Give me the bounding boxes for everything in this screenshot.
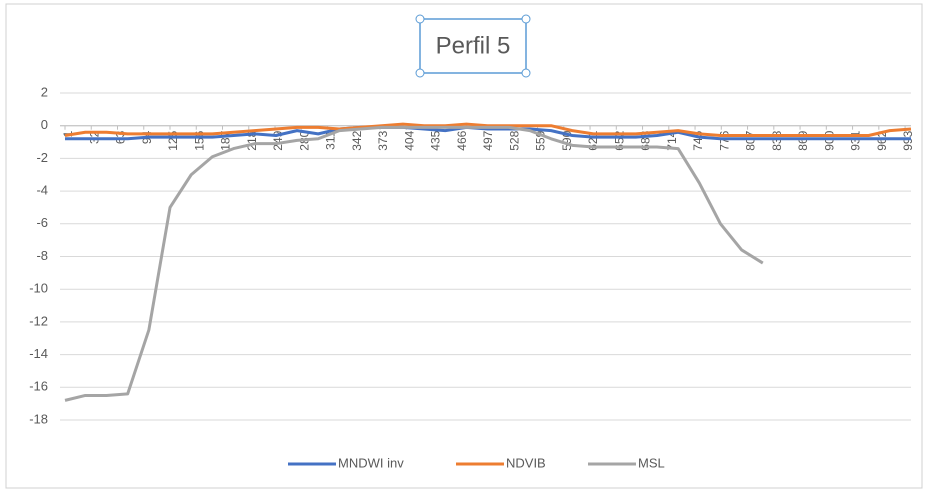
legend-label: NDVIB: [506, 455, 546, 470]
x-tick-label: 776: [717, 130, 731, 150]
y-tick-label: -4: [36, 183, 48, 198]
handle[interactable]: [521, 14, 531, 24]
y-tick-label: -6: [36, 215, 48, 230]
x-tick-label: 497: [481, 130, 495, 150]
legend-label: MSL: [638, 455, 665, 470]
series-line: [64, 122, 912, 138]
x-tick-label: 962: [875, 130, 889, 150]
chart-title[interactable]: Perfil 5: [436, 32, 511, 59]
x-tick-label: 528: [507, 130, 521, 150]
x-tick-label: 404: [402, 130, 416, 150]
x-tick-label: 714: [665, 130, 679, 150]
title-selection[interactable]: [419, 18, 527, 74]
y-tick-label: -12: [29, 313, 48, 328]
y-tick-label: -2: [36, 150, 48, 165]
y-tick-label: -18: [29, 411, 48, 426]
legend-label: MNDWI inv: [338, 455, 404, 470]
x-tick-label: 435: [429, 130, 443, 150]
y-tick-label: -8: [36, 248, 48, 263]
series-line: [65, 125, 911, 141]
handle[interactable]: [521, 68, 531, 78]
x-tick-label: 869: [796, 130, 810, 150]
x-tick-label: 807: [744, 130, 758, 150]
y-tick-label: -16: [29, 379, 48, 394]
x-tick-label: 156: [192, 130, 206, 150]
x-tick-label: 993: [901, 130, 915, 150]
chart-area: [5, 3, 923, 489]
x-tick-label: 838: [770, 130, 784, 150]
handle[interactable]: [415, 68, 425, 78]
x-tick-label: 125: [166, 130, 180, 150]
y-tick-label: -10: [29, 281, 48, 296]
x-tick-label: 900: [822, 130, 836, 150]
x-tick-label: 373: [376, 130, 390, 150]
x-tick-label: 931: [849, 130, 863, 150]
handle[interactable]: [415, 14, 425, 24]
y-tick-label: 0: [41, 117, 48, 132]
x-tick-label: 342: [350, 130, 364, 150]
x-tick-label: 32: [87, 130, 101, 144]
y-tick-label: -14: [29, 346, 48, 361]
series-line: [64, 125, 764, 402]
y-tick-label: 2: [41, 84, 48, 99]
x-tick-label: 466: [455, 130, 469, 150]
